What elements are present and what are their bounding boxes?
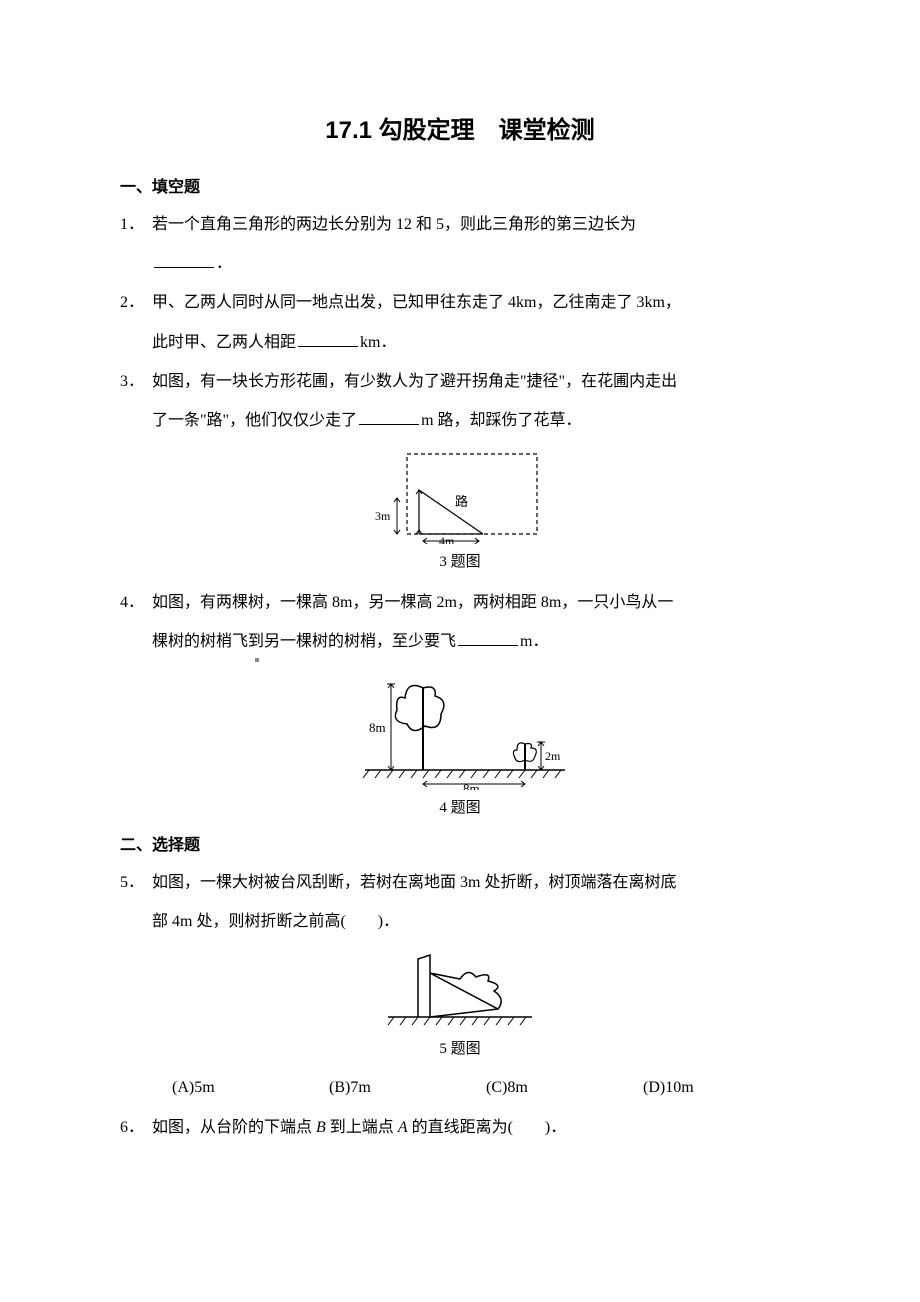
section-2-heading: 二、选择题 <box>120 831 800 855</box>
q1-text: 若一个直角三角形的两边长分别为 12 和 5，则此三角形的第三边长为 <box>152 207 800 242</box>
figure-5-caption: 5 题图 <box>120 1037 800 1058</box>
q2-text-line1: 甲、乙两人同时从同一地点出发，已知甲往东走了 4km，乙往南走了 3km， <box>152 285 800 320</box>
question-6: 6． 如图，从台阶的下端点 B 到上端点 A 的直线距离为( )． <box>120 1110 800 1145</box>
q6-t3: 的直线距离为( )． <box>408 1119 567 1136</box>
fig3-path-label: 路 <box>455 494 468 509</box>
q3-text-line1: 如图，有一块长方形花圃，有少数人为了避开拐角走"捷径"，在花圃内走出 <box>152 364 800 399</box>
q6-t2: 到上端点 <box>326 1119 398 1136</box>
q3-text-line2b: m 路，却踩伤了花草． <box>421 412 581 429</box>
figure-4: 8m 2m 8m <box>120 670 800 790</box>
q6-number: 6． <box>120 1110 152 1145</box>
q4-blank <box>458 630 518 646</box>
fig3-width-label: 4m <box>439 534 455 544</box>
q2-number: 2． <box>120 285 152 320</box>
q4-line2: 棵树的树梢飞到另一棵树的树梢，至少要飞 m． <box>120 624 800 659</box>
q5-opt-d: (D)10m <box>643 1072 800 1104</box>
q2-text-line2a: 此时甲、乙两人相距 <box>152 334 296 351</box>
q4-text-line1: 如图，有两棵树，一棵高 8m，另一棵高 2m，两树相距 8m，一只小鸟从一 <box>152 585 800 620</box>
q1-blank <box>154 252 214 268</box>
q4-text-line2b: m． <box>520 633 548 650</box>
q5-text-line1: 如图，一棵大树被台风刮断，若树在离地面 3m 处折断，树顶端落在离树底 <box>152 865 800 900</box>
question-5: 5． 如图，一棵大树被台风刮断，若树在离地面 3m 处折断，树顶端落在离树底 <box>120 865 800 900</box>
fig4-h1-label: 8m <box>369 720 386 735</box>
section-1-heading: 一、填空题 <box>120 173 800 197</box>
q6-italic-a: A <box>398 1119 408 1136</box>
figure-5 <box>120 949 800 1031</box>
q5-opt-c: (C)8m <box>486 1072 643 1104</box>
page-title: 17.1 勾股定理 课堂检测 <box>120 110 800 145</box>
question-4: 4． 如图，有两棵树，一棵高 8m，另一棵高 2m，两树相距 8m，一只小鸟从一 <box>120 585 800 620</box>
q5-options: (A)5m (B)7m (C)8m (D)10m <box>120 1072 800 1104</box>
q3-number: 3． <box>120 364 152 399</box>
q1-number: 1． <box>120 207 152 242</box>
q6-italic-b: B <box>316 1119 326 1136</box>
question-3: 3． 如图，有一块长方形花圃，有少数人为了避开拐角走"捷径"，在花圃内走出 <box>120 364 800 399</box>
figure-3: 路 3m 4m <box>120 448 800 544</box>
q6-t1: 如图，从台阶的下端点 <box>152 1119 316 1136</box>
fig4-d-label: 8m <box>463 781 480 790</box>
q2-blank <box>298 331 358 347</box>
question-2: 2． 甲、乙两人同时从同一地点出发，已知甲往东走了 4km，乙往南走了 3km， <box>120 285 800 320</box>
q2-line2: 此时甲、乙两人相距 km． <box>120 325 800 360</box>
q3-text-line2a: 了一条"路"，他们仅仅少走了 <box>152 412 357 429</box>
fig4-h2-label: 2m <box>545 749 561 763</box>
q3-blank <box>359 409 419 425</box>
q5-opt-a: (A)5m <box>172 1072 329 1104</box>
q1-period: ． <box>216 255 232 272</box>
q5-line2: 部 4m 处，则树折断之前高( )． <box>120 904 800 939</box>
q6-text: 如图，从台阶的下端点 B 到上端点 A 的直线距离为( )． <box>152 1110 800 1145</box>
q3-line2: 了一条"路"，他们仅仅少走了 m 路，却踩伤了花草． <box>120 403 800 438</box>
question-1: 1． 若一个直角三角形的两边长分别为 12 和 5，则此三角形的第三边长为 <box>120 207 800 242</box>
q5-number: 5． <box>120 865 152 900</box>
q5-opt-b: (B)7m <box>329 1072 486 1104</box>
q2-text-line2b: km． <box>360 334 396 351</box>
fig3-height-label: 3m <box>375 509 391 523</box>
q1-answer-line: ． <box>120 246 800 281</box>
figure-4-caption: 4 题图 <box>120 796 800 817</box>
q4-number: 4． <box>120 585 152 620</box>
q4-text-line2a: 棵树的树梢飞到另一棵树的树梢，至少要飞 <box>152 633 456 650</box>
page-marker-dot <box>255 658 259 662</box>
figure-3-caption: 3 题图 <box>120 550 800 571</box>
